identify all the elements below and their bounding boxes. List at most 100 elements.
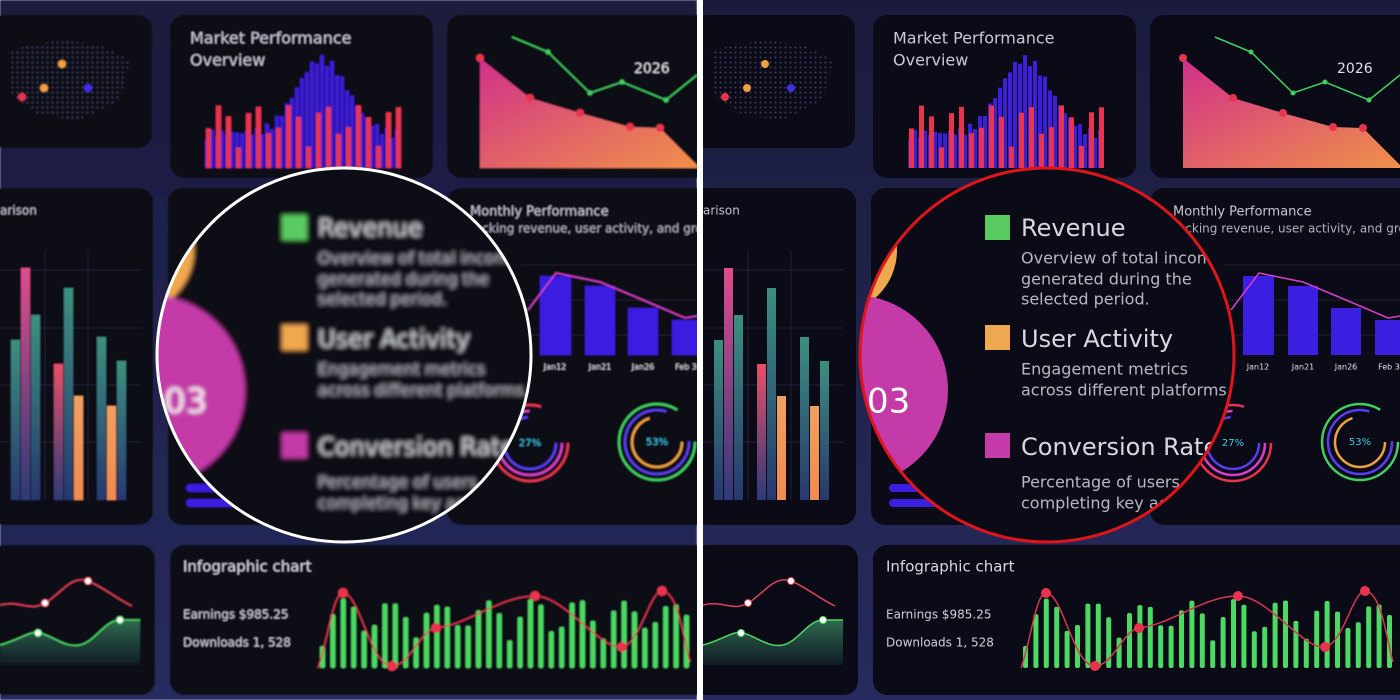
legend-description: completing key ac	[1021, 494, 1167, 513]
bar	[54, 364, 63, 500]
dot	[476, 54, 484, 62]
magnifier-border	[155, 166, 533, 544]
trend-dots	[545, 49, 669, 103]
trend-line	[511, 36, 697, 101]
card-title: Overview	[893, 51, 968, 70]
legend-swatch	[282, 433, 307, 458]
bar	[999, 116, 1004, 168]
bar	[1137, 605, 1143, 668]
bar	[74, 396, 83, 500]
bar	[1189, 600, 1195, 668]
magnifier-border	[858, 166, 1236, 544]
bar	[31, 315, 40, 500]
legend-description: across different platforms.	[1021, 381, 1232, 400]
bar	[1303, 638, 1309, 668]
bar	[767, 288, 776, 500]
bar	[351, 606, 357, 668]
legend-description: generated during the	[1021, 270, 1192, 289]
line	[703, 619, 843, 647]
ring-label: 27%	[519, 438, 541, 449]
bar	[1083, 134, 1087, 168]
bar	[316, 112, 321, 168]
dot	[1359, 124, 1367, 132]
bar	[1231, 599, 1236, 668]
area-dots	[476, 54, 664, 132]
legend-name: Conversion Rate	[1021, 433, 1218, 461]
bar	[1210, 640, 1216, 668]
bar	[672, 320, 697, 355]
x-label: Jan21	[588, 363, 612, 372]
bar	[1023, 646, 1028, 668]
card-subtitle: racking revenue, user activity, and gro	[1173, 222, 1400, 236]
bar	[1059, 105, 1064, 168]
map-dot	[18, 93, 26, 101]
bar	[1331, 308, 1361, 355]
bar	[1023, 55, 1027, 168]
curve	[1020, 590, 1394, 669]
legend-description: Percentage of users	[318, 473, 477, 492]
dot	[1329, 123, 1337, 131]
legend-name: Revenue	[318, 214, 423, 242]
bar	[949, 113, 954, 168]
bar	[226, 116, 231, 168]
bar	[296, 116, 301, 168]
bar	[810, 406, 819, 500]
card-title: Overview	[190, 51, 265, 70]
dot	[1179, 54, 1187, 62]
bar	[382, 603, 388, 668]
comparison-bars	[11, 268, 126, 500]
bar	[64, 288, 73, 500]
bar	[376, 145, 381, 168]
bar	[206, 128, 211, 168]
bar	[628, 308, 658, 355]
bar	[580, 600, 585, 668]
card-title: Infographic chart	[183, 558, 312, 576]
map-dot	[84, 84, 92, 92]
dot	[576, 109, 584, 117]
legend-name: Conversion Rate	[318, 433, 515, 461]
card	[873, 545, 1400, 695]
bar	[642, 627, 648, 668]
bar	[939, 147, 944, 168]
bar	[1075, 624, 1080, 668]
bar	[929, 116, 934, 168]
bar	[517, 616, 523, 668]
bar	[465, 625, 471, 668]
bar	[97, 337, 106, 500]
x-label: Jan21	[1291, 363, 1315, 372]
legend-swatch	[282, 325, 307, 350]
curve-dots	[1041, 586, 1370, 671]
bar	[256, 106, 261, 168]
bar	[340, 76, 344, 168]
dot	[656, 124, 664, 132]
bar	[611, 610, 617, 668]
dot	[1233, 591, 1243, 601]
bar	[1241, 604, 1247, 668]
bar	[724, 268, 733, 500]
area	[703, 620, 843, 665]
legend-description: selected period.	[1021, 290, 1150, 309]
legend-description: Percentage of users	[1021, 473, 1180, 492]
bar	[820, 361, 829, 500]
dot	[1290, 90, 1296, 96]
bar	[290, 98, 294, 168]
dot	[663, 97, 669, 103]
bar	[250, 134, 254, 168]
trend-dots	[1248, 49, 1372, 103]
bar	[1199, 613, 1205, 668]
map-dot	[721, 93, 729, 101]
bar	[993, 98, 997, 168]
bar	[330, 614, 336, 668]
bar	[973, 129, 977, 168]
map-dot	[40, 84, 48, 92]
card-title: Market Performance	[190, 29, 351, 48]
bar	[1064, 630, 1070, 668]
bar	[403, 617, 409, 668]
bar	[305, 72, 309, 168]
area	[0, 620, 140, 665]
trend-line	[1214, 36, 1400, 101]
bar	[230, 131, 234, 168]
bar	[390, 137, 394, 168]
bar	[1029, 107, 1034, 168]
map-dot	[743, 84, 751, 92]
